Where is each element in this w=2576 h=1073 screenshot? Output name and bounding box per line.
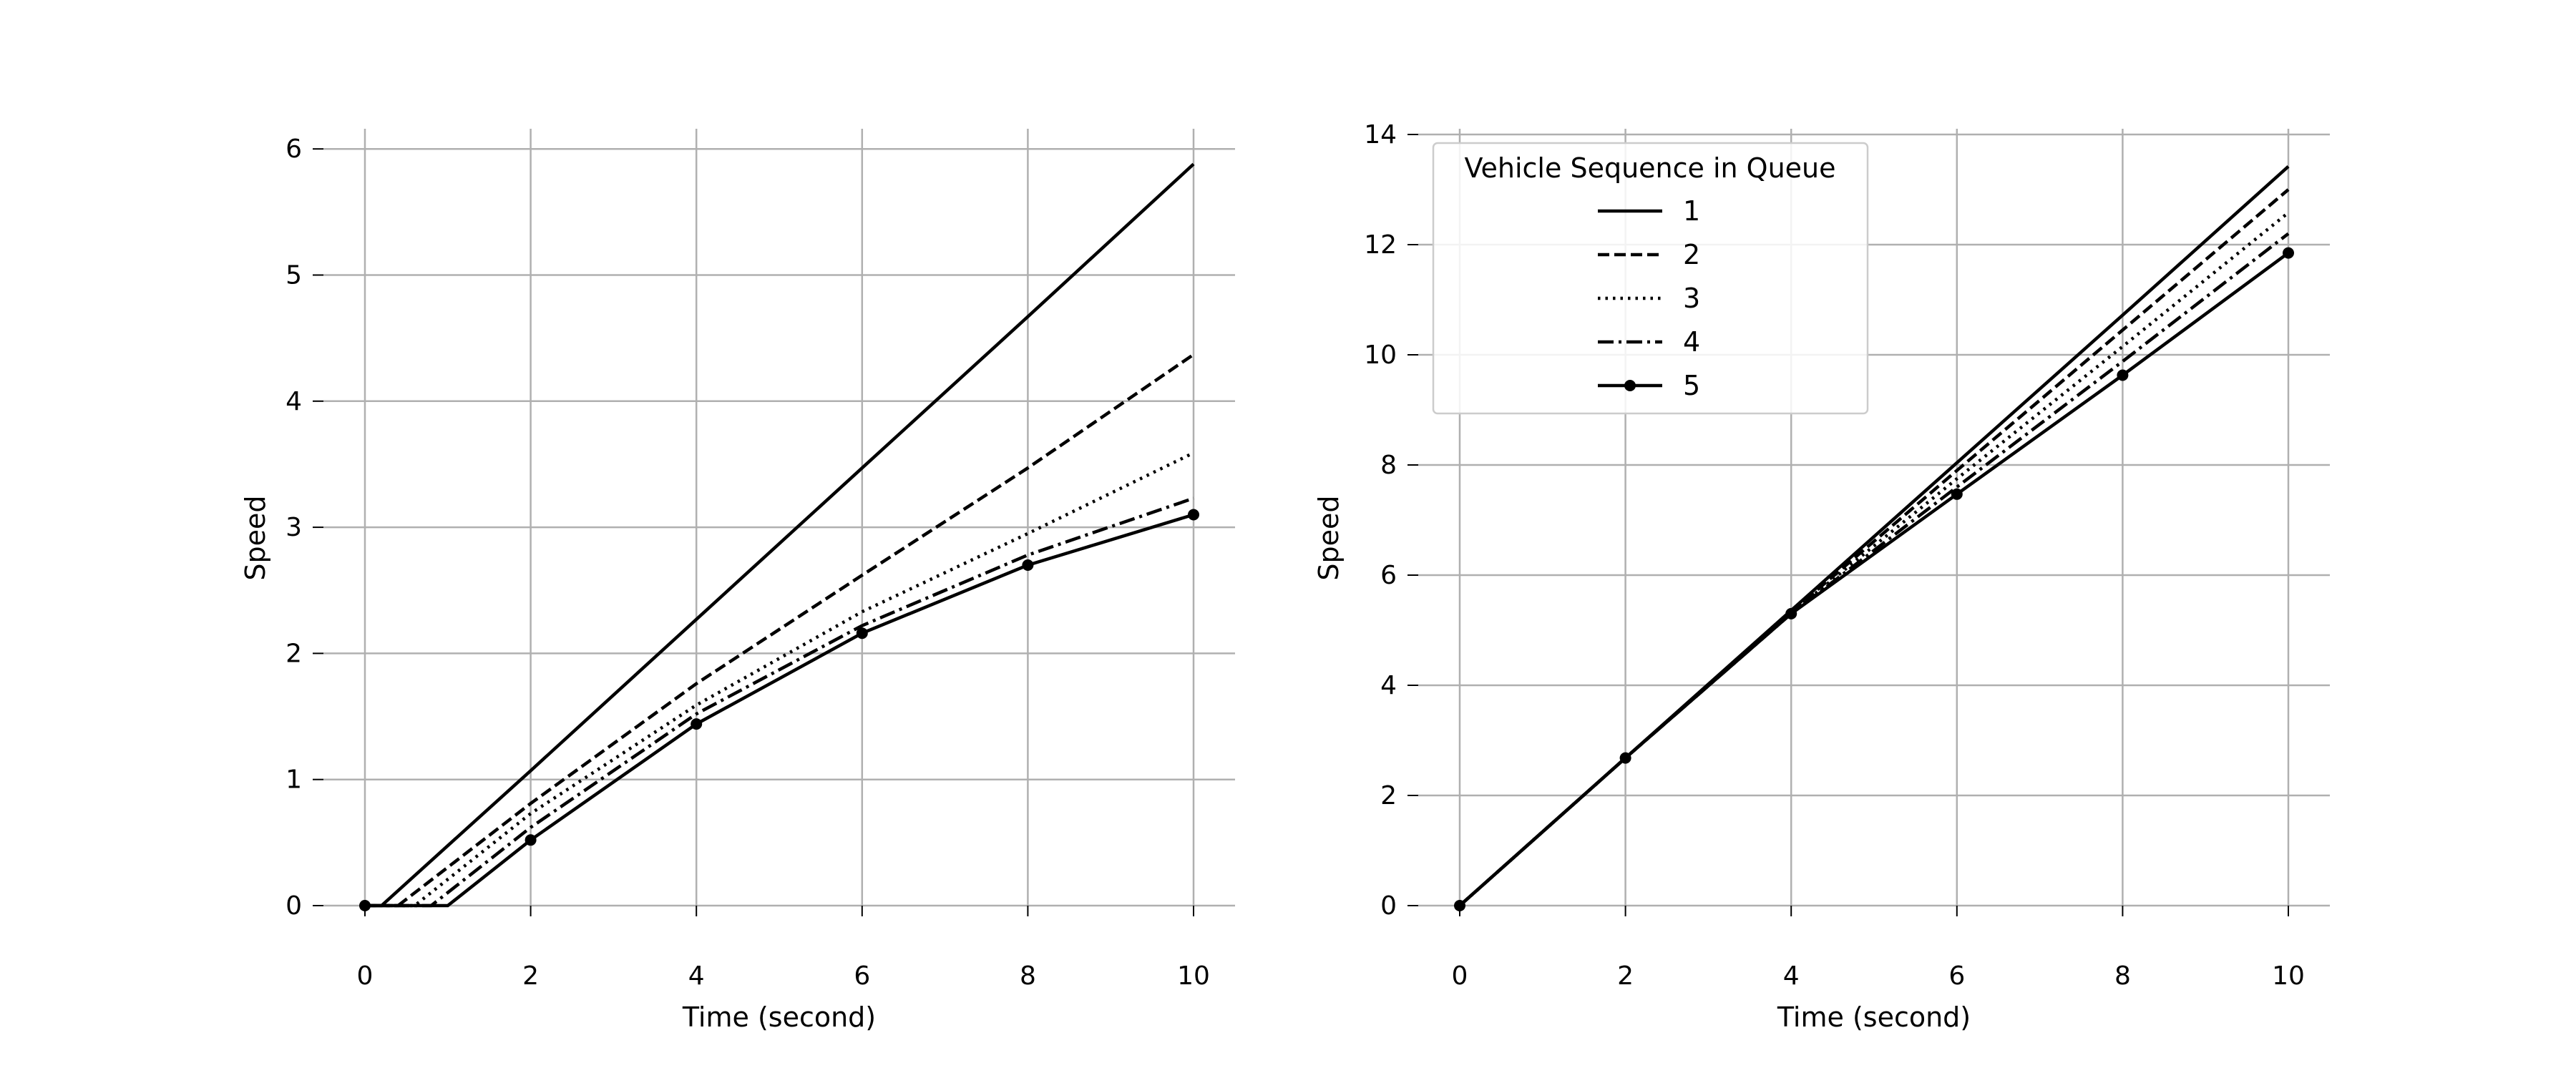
right-grid	[1418, 129, 2330, 907]
right-x-tick-label-0: 0	[1452, 961, 1468, 991]
left-x-tick-label-10: 10	[1177, 961, 1210, 991]
legend-label-4: 4	[1683, 326, 1700, 358]
right-x-tick-label-2: 2	[1617, 961, 1634, 991]
legend-label-1: 1	[1683, 195, 1700, 227]
legend-label-3: 3	[1683, 283, 1700, 314]
legend-title: Vehicle Sequence in Queue	[1464, 152, 1835, 184]
left-series-5-marker	[1188, 509, 1199, 521]
left-y-tick-label-2: 2	[286, 639, 302, 668]
right-x-axis-label: Time (second)	[1777, 1001, 1971, 1033]
right-y-ticks: 0 2 4 6 8 10 12 14	[1364, 120, 1418, 921]
left-x-tick-label-0: 0	[357, 961, 374, 991]
right-y-tick-label-14: 14	[1364, 120, 1397, 150]
right-series-5-marker	[1454, 900, 1465, 911]
right-y-axis-label: Speed	[1313, 495, 1345, 580]
right-series-5-marker	[1951, 488, 1963, 500]
right-plot-area	[1454, 165, 2294, 911]
left-x-tick-label-6: 6	[854, 961, 870, 991]
legend-label-2: 2	[1683, 239, 1700, 270]
legend-sample-5-marker	[1624, 380, 1636, 391]
right-chart: 0 2 4 6 8 10 0 2 4 6 8 10 12 14 Time (se…	[1313, 120, 2330, 1033]
left-x-tick-label-2: 2	[522, 961, 539, 991]
legend-label-5: 5	[1683, 370, 1700, 401]
left-y-ticks: 0 1 2 3 4 5 6	[286, 134, 323, 921]
right-x-tick-label-10: 10	[2272, 961, 2305, 991]
right-y-tick-label-0: 0	[1380, 891, 1397, 921]
left-y-tick-label-6: 6	[286, 134, 302, 164]
right-y-tick-label-8: 8	[1380, 451, 1397, 480]
left-chart: 0 2 4 6 8 10 0 1 2 3 4 5 6 Time (second)…	[240, 129, 1235, 1033]
left-series-5-marker	[1022, 559, 1034, 571]
left-series-5-marker	[856, 627, 868, 640]
left-series-5-marker	[525, 834, 537, 846]
right-x-tick-label-4: 4	[1783, 961, 1800, 991]
right-series-5-line	[1458, 251, 2290, 907]
right-y-tick-label-6: 6	[1380, 561, 1397, 590]
right-series-5-marker	[1785, 607, 1797, 619]
left-x-tick-label-8: 8	[1020, 961, 1036, 991]
right-y-tick-label-2: 2	[1380, 781, 1397, 810]
left-y-tick-label-0: 0	[286, 891, 302, 921]
right-series-5-marker	[2117, 369, 2129, 381]
right-x-tick-label-8: 8	[2114, 961, 2131, 991]
left-series-5-marker	[359, 900, 371, 911]
left-x-ticks: 0 2 4 6 8 10	[357, 906, 1210, 991]
legend-frame	[1432, 142, 1869, 415]
right-series-5-marker	[1619, 752, 1631, 764]
right-x-tick-label-6: 6	[1948, 961, 1965, 991]
left-plot-area	[359, 162, 1199, 911]
legend: Vehicle Sequence in Queue 1 2 3 4 5	[1432, 142, 1869, 415]
left-series-5-marker	[691, 718, 703, 730]
left-y-axis-label: Speed	[240, 495, 271, 580]
right-y-tick-label-4: 4	[1380, 671, 1397, 700]
left-y-tick-label-3: 3	[286, 513, 302, 542]
left-x-axis-label: Time (second)	[682, 1001, 876, 1033]
left-y-tick-label-1: 1	[286, 765, 302, 795]
right-y-tick-label-12: 12	[1364, 230, 1397, 260]
right-x-ticks: 0 2 4 6 8 10	[1452, 906, 2305, 991]
left-x-tick-label-4: 4	[688, 961, 705, 991]
left-y-tick-label-5: 5	[286, 261, 302, 290]
left-y-tick-label-4: 4	[286, 387, 302, 416]
right-series-3-line	[1458, 211, 2290, 907]
right-y-tick-label-10: 10	[1364, 340, 1397, 370]
right-series-5-marker	[2283, 247, 2294, 259]
